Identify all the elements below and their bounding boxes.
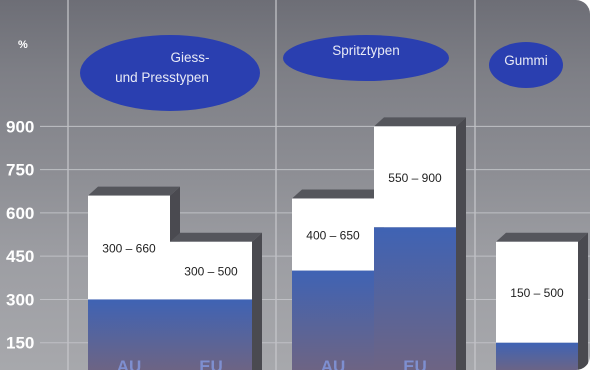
bar-shadow xyxy=(578,232,588,370)
bar-category-label: AU xyxy=(117,357,142,370)
bar-top-shadow xyxy=(292,189,384,199)
bar-range-segment xyxy=(496,241,578,343)
y-tick-label: 900 xyxy=(6,117,34,136)
bar-range-label: 400 – 650 xyxy=(306,229,360,243)
bar-range-segment xyxy=(88,195,170,300)
bar-base-segment xyxy=(496,342,578,370)
y-tick-label: 300 xyxy=(6,290,34,309)
y-axis-unit: % xyxy=(18,39,28,51)
bar-range-label: 150 – 500 xyxy=(510,286,564,300)
y-axis: 150 300 450 600 750 900% xyxy=(6,39,34,353)
bar-category-label: EU xyxy=(403,357,427,370)
bar-shadow xyxy=(456,117,466,370)
group-bubble xyxy=(80,35,260,111)
group-label: Giess- xyxy=(170,50,209,65)
bar-base-segment xyxy=(170,299,252,370)
bar-top-shadow xyxy=(88,186,180,196)
group-label: und Presstypen xyxy=(115,70,209,85)
bars: 300 – 660 AU 300 – 500 EU 400 – 650 AU 550 – 9… xyxy=(88,117,588,370)
bar-category-label: AU xyxy=(321,357,346,370)
bar-top-shadow xyxy=(170,232,262,242)
y-tick-label: 150 xyxy=(6,334,34,353)
group-bubble xyxy=(489,42,563,88)
y-tick-label: 750 xyxy=(6,161,34,180)
y-tick-label: 450 xyxy=(6,247,34,266)
group-label: Gummi xyxy=(504,53,548,68)
bar-shadow xyxy=(252,232,262,370)
bar-base-segment xyxy=(292,270,374,370)
bar-range-label: 300 – 500 xyxy=(184,265,238,279)
bar-range-segment xyxy=(292,198,374,271)
bar-range-label: 550 – 900 xyxy=(388,171,442,185)
bar-range-segment xyxy=(170,241,252,300)
y-tick-label: 600 xyxy=(6,204,34,223)
bar-top-shadow xyxy=(374,117,466,127)
bar-top-shadow xyxy=(496,232,588,242)
bar-category-label: EU xyxy=(199,357,223,370)
bar-base-segment xyxy=(88,299,170,370)
bar-range-label: 300 – 660 xyxy=(102,242,156,256)
bar-base-segment xyxy=(374,227,456,370)
group-label: Spritztypen xyxy=(332,43,400,58)
bar-range-segment xyxy=(374,126,456,228)
group-bubble xyxy=(283,35,449,81)
group-labels: Giess-und Presstypen Spritztypen Gummi xyxy=(80,35,563,111)
